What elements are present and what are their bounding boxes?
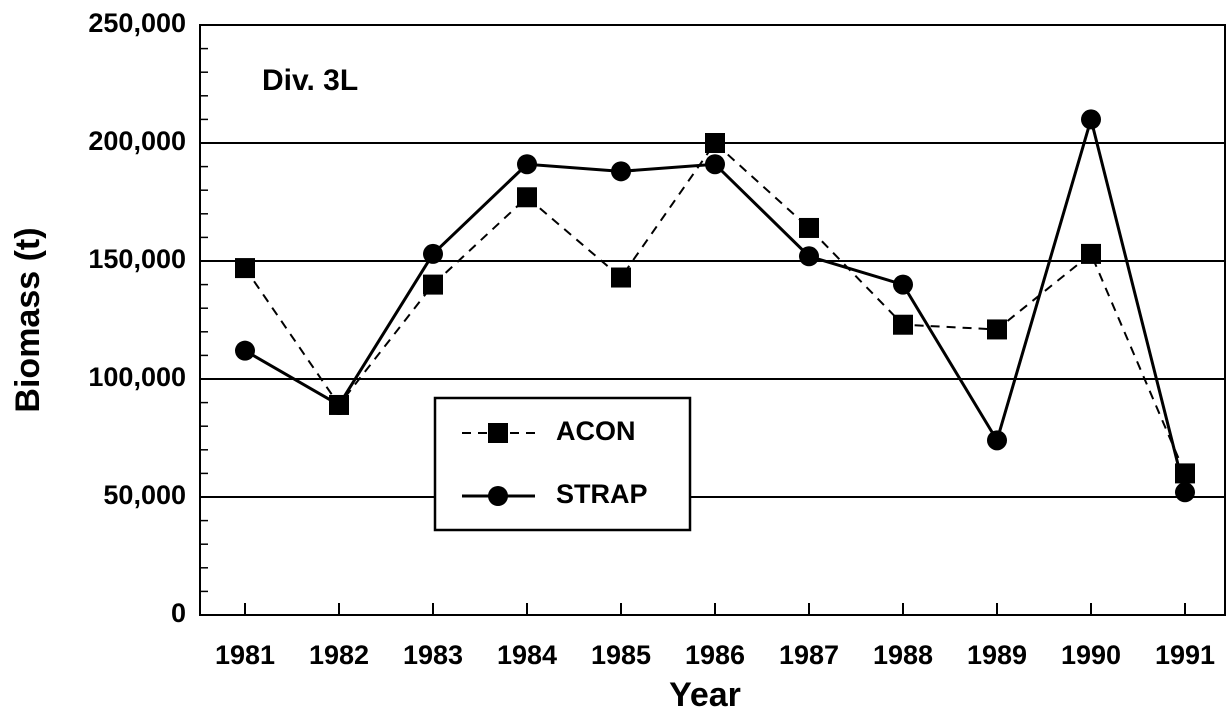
x-tick-label: 1988 — [873, 640, 933, 670]
marker — [235, 258, 255, 279]
y-tick-label: 250,000 — [88, 8, 186, 38]
x-tick-label: 1983 — [403, 640, 463, 670]
y-tick-label: 0 — [171, 598, 186, 628]
marker — [517, 154, 537, 175]
x-tick-label: 1989 — [967, 640, 1027, 670]
marker — [423, 274, 443, 295]
marker — [799, 246, 819, 267]
y-tick-label: 100,000 — [88, 362, 186, 392]
legend-box — [433, 396, 692, 532]
marker — [1081, 243, 1101, 264]
marker — [893, 314, 913, 335]
marker — [611, 161, 631, 182]
marker — [517, 187, 537, 208]
plot-frame — [199, 24, 1226, 616]
series-line — [244, 141, 1186, 474]
x-tick-label: 1986 — [685, 640, 745, 670]
marker — [1175, 482, 1195, 503]
marker — [987, 319, 1007, 340]
marker — [329, 394, 349, 415]
legend-marker — [488, 486, 508, 506]
series-line — [244, 113, 1187, 493]
x-tick-label: 1984 — [497, 640, 557, 670]
y-tick-label: 150,000 — [88, 244, 186, 274]
marker — [705, 133, 725, 153]
marker — [235, 340, 255, 361]
marker — [705, 154, 725, 175]
x-tick-label: 1990 — [1061, 640, 1121, 670]
marker — [799, 217, 819, 238]
x-tick-label: 1981 — [215, 640, 275, 670]
marker — [987, 430, 1007, 451]
x-tick-label: 1985 — [591, 640, 651, 670]
x-axis-title: Year — [669, 676, 741, 714]
x-tick-label: 1982 — [309, 640, 369, 670]
legend-marker — [488, 423, 508, 443]
marker — [1081, 109, 1101, 130]
x-tick-label: 1991 — [1155, 640, 1215, 670]
legend-label: STRAP — [556, 479, 648, 509]
marker — [423, 243, 443, 264]
y-tick-label: 200,000 — [88, 126, 186, 156]
marker — [893, 274, 913, 295]
annotation: Div. 3L — [262, 64, 358, 97]
y-tick-label: 50,000 — [103, 480, 186, 510]
x-tick-label: 1987 — [779, 640, 839, 670]
legend-label: ACON — [556, 416, 636, 446]
y-axis-title: Biomass (t) — [9, 227, 47, 412]
marker — [611, 267, 631, 288]
